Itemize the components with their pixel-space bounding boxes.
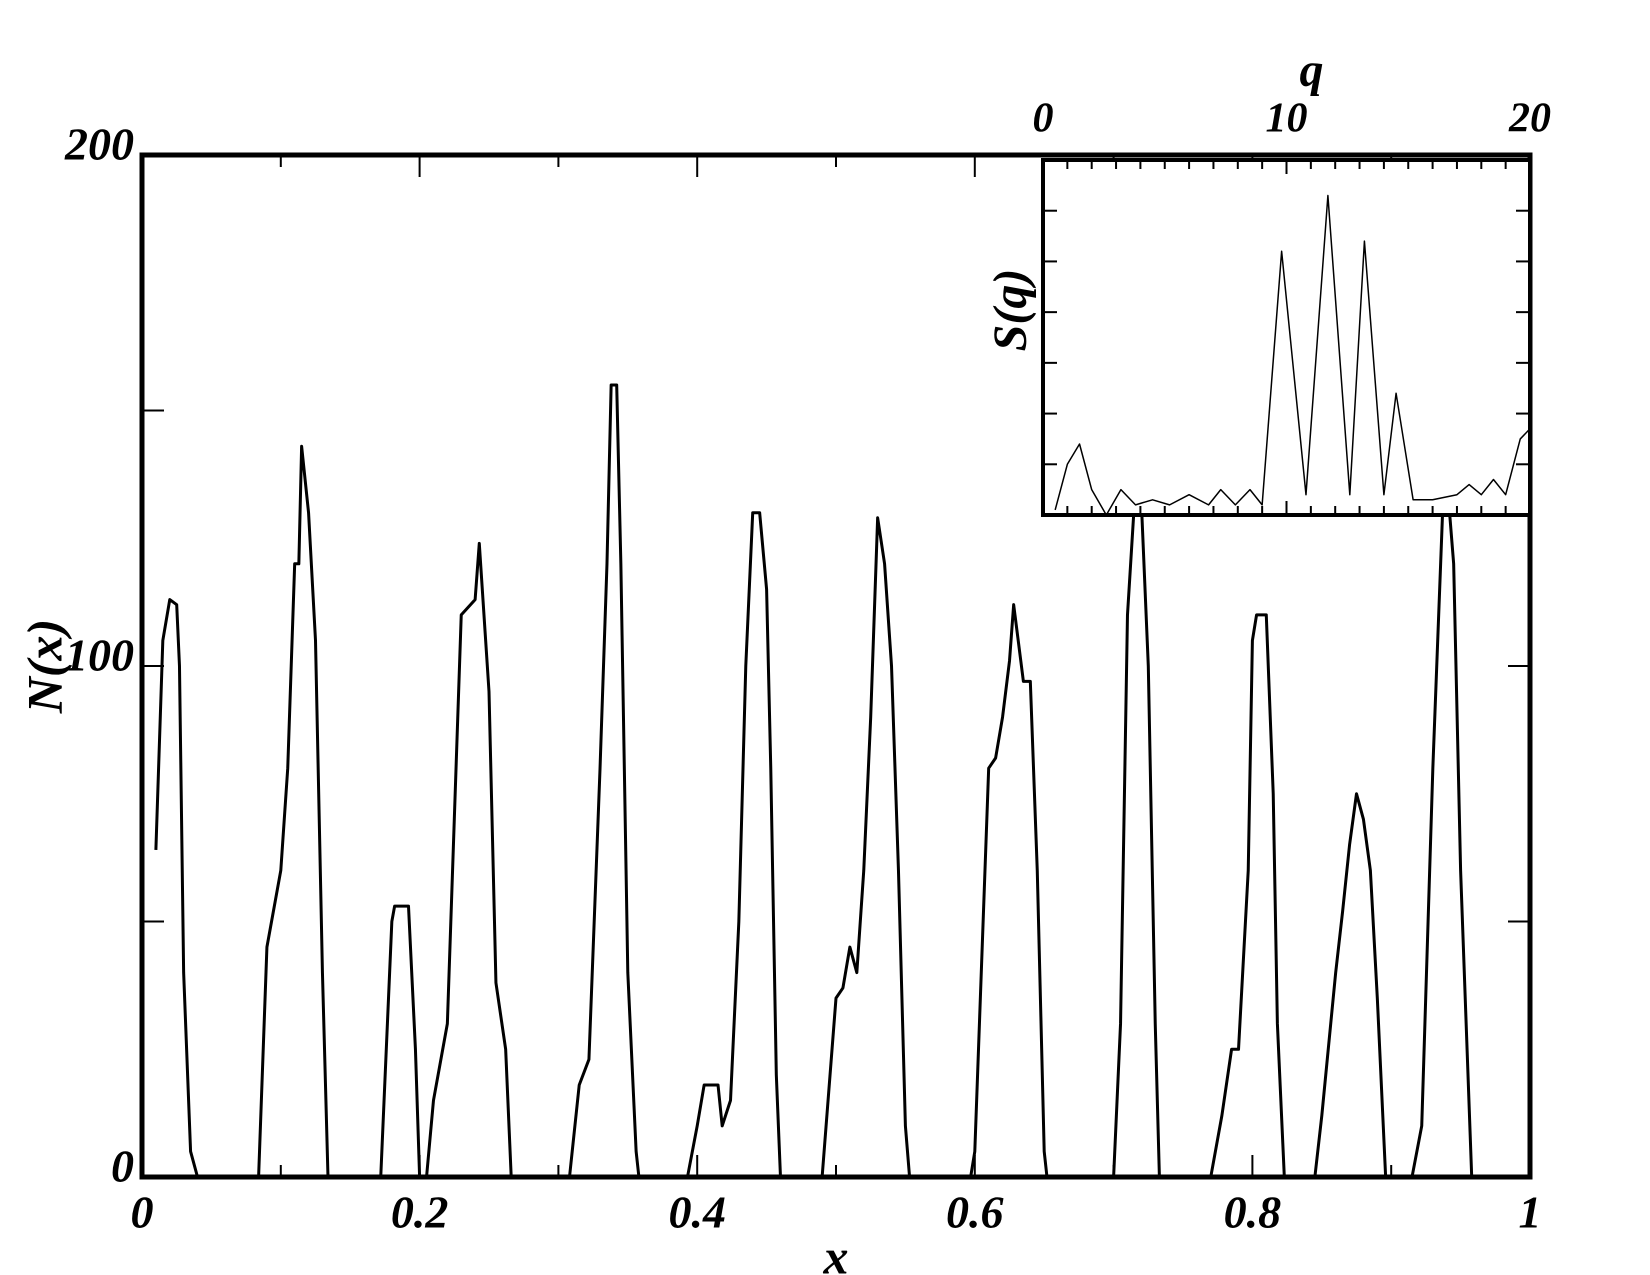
y-axis-label: S(q)	[984, 269, 1037, 352]
y-axis-label: N(x)	[16, 619, 72, 714]
x-axis-label: x	[823, 1228, 849, 1275]
x-tick-label: 0.6	[946, 1187, 1004, 1238]
y-tick-label: 0	[111, 1141, 134, 1192]
x-tick-label: 0	[131, 1187, 154, 1238]
x-tick-label: 0.2	[391, 1187, 449, 1238]
x-tick-label: 10	[1266, 96, 1308, 142]
plot-frame	[1041, 158, 1532, 517]
x-tick-label: 0	[1033, 96, 1054, 142]
x-axis-label: q	[1300, 44, 1324, 97]
data-line	[1054, 194, 1531, 516]
x-tick-label: 1	[1519, 1187, 1542, 1238]
y-tick-label: 200	[64, 119, 134, 170]
x-tick-label: 0.4	[668, 1187, 726, 1238]
x-tick-label: 20	[1508, 96, 1551, 142]
inset-background	[1043, 160, 1530, 515]
plot-frame	[139, 152, 1533, 1180]
x-tick-label: 0.8	[1224, 1187, 1282, 1238]
y-tick-label: 100	[65, 630, 134, 681]
